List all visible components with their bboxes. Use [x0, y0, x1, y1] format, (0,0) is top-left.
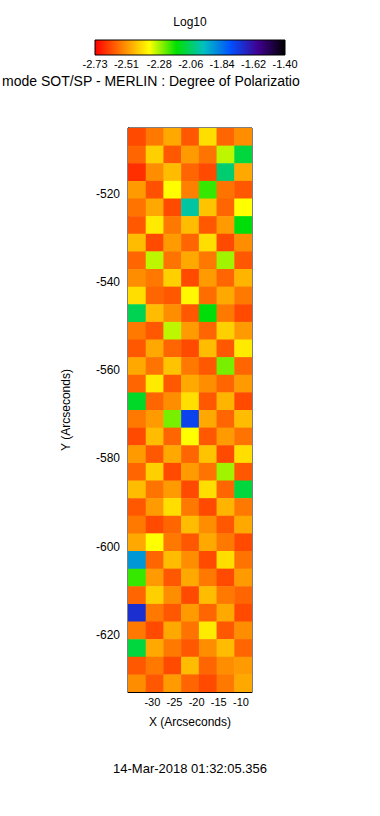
svg-text:-1.40: -1.40 — [272, 58, 297, 70]
svg-text:-2.73: -2.73 — [82, 58, 107, 70]
svg-text:-520: -520 — [96, 187, 120, 201]
svg-text:-2.51: -2.51 — [114, 58, 139, 70]
svg-text:-15: -15 — [211, 696, 227, 708]
svg-text:-1.84: -1.84 — [210, 58, 235, 70]
svg-text:-2.06: -2.06 — [178, 58, 203, 70]
svg-text:-2.28: -2.28 — [147, 58, 172, 70]
svg-text:-580: -580 — [96, 451, 120, 465]
svg-text:-1.62: -1.62 — [241, 58, 266, 70]
svg-text:-540: -540 — [96, 275, 120, 289]
svg-text:X (Arcseconds): X (Arcseconds) — [149, 715, 231, 729]
svg-text:-600: -600 — [96, 540, 120, 554]
svg-text:14-Mar-2018 01:32:05.356: 14-Mar-2018 01:32:05.356 — [113, 761, 267, 776]
svg-text:-25: -25 — [167, 696, 183, 708]
svg-text:-30: -30 — [144, 696, 160, 708]
svg-text:mode SOT/SP - MERLIN : Degree: mode SOT/SP - MERLIN : Degree of Polariz… — [2, 73, 300, 89]
svg-text:Log10: Log10 — [173, 15, 207, 29]
svg-text:-10: -10 — [233, 696, 249, 708]
svg-text:Y (Arcseconds): Y (Arcseconds) — [59, 369, 73, 451]
svg-text:-560: -560 — [96, 363, 120, 377]
svg-text:-620: -620 — [96, 628, 120, 642]
svg-text:-20: -20 — [189, 696, 205, 708]
